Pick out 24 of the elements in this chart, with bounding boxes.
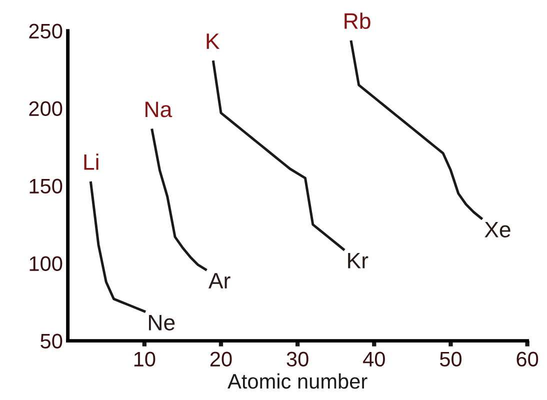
x-tick-label: 20 bbox=[210, 352, 232, 367]
annotation: Xe bbox=[484, 222, 510, 238]
y-tick-label: 150 bbox=[30, 178, 62, 194]
x-tick-label: 10 bbox=[134, 352, 156, 367]
y-tick-label: 250 bbox=[29, 24, 62, 39]
x-tick-label: 50 bbox=[440, 352, 462, 367]
y-tick-label: 50 bbox=[40, 334, 62, 349]
annotation: Kr bbox=[348, 252, 368, 268]
annotation: Rb bbox=[344, 12, 370, 29]
annotation: Li bbox=[84, 154, 98, 170]
line-series bbox=[350, 40, 483, 220]
annotation: Na bbox=[146, 102, 172, 118]
y-tick-label: 100 bbox=[30, 256, 62, 272]
y-tick-label: 200 bbox=[29, 101, 62, 116]
x-axis-title: Atomic number bbox=[228, 373, 368, 389]
x-tick-label: 60 bbox=[516, 352, 538, 367]
line-series bbox=[212, 60, 345, 251]
x-tick-label: 40 bbox=[363, 352, 385, 367]
x-tick-label: 30 bbox=[286, 352, 308, 367]
annotation: K bbox=[206, 34, 220, 49]
annotation: Ne bbox=[149, 314, 175, 330]
line-series bbox=[90, 181, 146, 313]
annotation: Ar bbox=[208, 273, 230, 288]
line-series bbox=[150, 128, 207, 271]
